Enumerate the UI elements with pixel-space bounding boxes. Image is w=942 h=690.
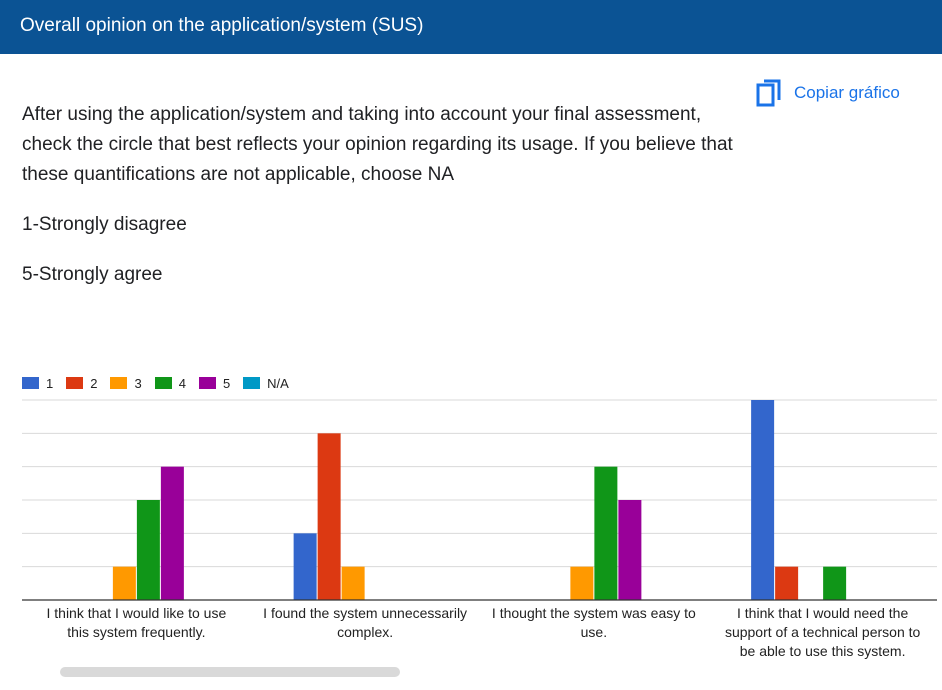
legend-item: 2 bbox=[66, 376, 97, 391]
legend-label: 2 bbox=[90, 375, 98, 391]
copy-chart-button[interactable]: Copiar gráfico bbox=[756, 78, 900, 108]
category-label: I think that I would like to use this sys… bbox=[46, 605, 226, 640]
legend-item: 5 bbox=[198, 375, 231, 391]
category-label: I thought the system was easy to use. bbox=[492, 605, 696, 640]
bar bbox=[775, 566, 799, 600]
copy-icon bbox=[756, 79, 781, 107]
legend-item: N/A bbox=[243, 376, 289, 391]
bar bbox=[160, 466, 184, 600]
bar bbox=[293, 533, 317, 600]
category-label: I think that I would need the support of … bbox=[725, 605, 921, 659]
bar-chart: I think that I would like to use this sys… bbox=[22, 399, 937, 659]
legend-label: 5 bbox=[222, 375, 231, 391]
copy-chart-label: Copiar gráfico bbox=[794, 83, 900, 102]
bar bbox=[618, 500, 642, 600]
legend-swatch bbox=[22, 377, 39, 389]
legend-item: 3 bbox=[110, 375, 142, 391]
legend-label: 1 bbox=[46, 375, 54, 391]
legend-label: 3 bbox=[134, 375, 142, 391]
legend-swatch bbox=[154, 377, 172, 389]
scale-high-label: 5-Strongly agree bbox=[22, 264, 163, 285]
scale-low-label: 1-Strongly disagree bbox=[22, 214, 187, 235]
bar bbox=[341, 566, 365, 600]
page-title: Overall opinion on the application/syste… bbox=[20, 15, 424, 36]
legend-swatch bbox=[66, 377, 84, 389]
chart-legend: 1 2 3 4 5 N/A bbox=[22, 374, 302, 392]
bar bbox=[317, 433, 341, 600]
category-label: I found the system unnecessarily complex. bbox=[263, 605, 467, 640]
legend-item: 4 bbox=[154, 375, 186, 391]
bar bbox=[594, 466, 618, 600]
bar bbox=[112, 566, 136, 600]
question-text: After using the application/system and t… bbox=[22, 104, 733, 185]
legend-label: 4 bbox=[178, 375, 186, 391]
bar bbox=[136, 500, 160, 600]
legend-swatch bbox=[110, 377, 128, 389]
legend-label: N/A bbox=[267, 375, 289, 391]
bar bbox=[751, 400, 775, 600]
horizontal-scrollbar[interactable] bbox=[60, 667, 400, 677]
legend-item: 1 bbox=[22, 376, 53, 391]
page-header: Overall opinion on the application/syste… bbox=[0, 0, 942, 54]
legend-swatch bbox=[198, 377, 216, 389]
bar bbox=[570, 566, 594, 600]
legend-swatch bbox=[243, 377, 261, 389]
bar bbox=[823, 566, 847, 600]
